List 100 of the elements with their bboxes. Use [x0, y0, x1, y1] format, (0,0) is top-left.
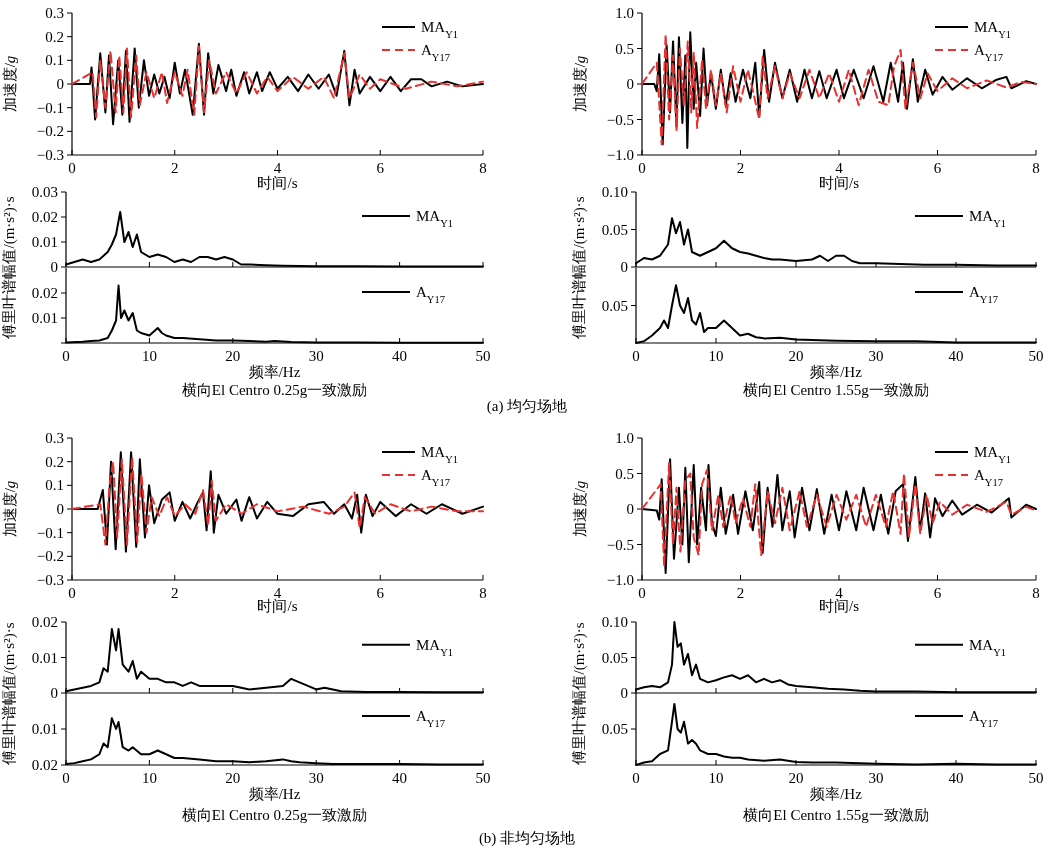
ytick: 0.02: [31, 285, 58, 301]
ytick: −0.1: [36, 524, 64, 541]
xtick: 30: [868, 770, 884, 786]
legend: A$_{Y17}$: [421, 467, 450, 488]
ylabel: 傅里叶谱幅值/(m·s²)·s: [1, 196, 17, 339]
ytick: 0.01: [31, 649, 58, 666]
legend: A$_{Y17}$: [416, 284, 445, 305]
xtick: 40: [392, 770, 408, 786]
annotation: 0.01: [31, 721, 58, 737]
ytick: 0.5: [615, 465, 634, 482]
xtick: 40: [948, 348, 964, 364]
xtick: 10: [141, 770, 157, 786]
xtick: 10: [141, 348, 157, 364]
ytick: −0.3: [36, 572, 64, 588]
xtick: 0: [632, 348, 640, 364]
xlabel: 时间/s: [819, 175, 859, 191]
ylabel: 加速度/g: [572, 55, 588, 113]
xtick: 8: [479, 585, 487, 601]
xtick: 4: [835, 160, 843, 176]
xtick: 30: [308, 348, 324, 364]
ytick: −0.1: [36, 99, 64, 116]
legend: A$_{Y17}$: [974, 467, 1003, 488]
legend: A$_{Y17}$: [974, 42, 1003, 63]
legend: MA$_{Y1}$: [974, 444, 1011, 465]
xtick: 20: [788, 348, 804, 364]
legend: MA$_{Y1}$: [969, 636, 1006, 658]
ytick: −1.0: [606, 147, 634, 163]
ytick: 0.02: [31, 209, 58, 225]
xtick: 50: [1028, 770, 1044, 786]
ytick: 1.0: [615, 5, 634, 21]
ytick: 0: [626, 76, 634, 92]
xtick: 0: [632, 770, 640, 786]
xlabel: 频率/Hz: [248, 786, 301, 802]
ytick: −0.5: [606, 536, 634, 553]
xtick: 6: [376, 160, 384, 176]
xtick: 6: [933, 585, 942, 601]
legend: MA$_{Y1}$: [421, 19, 458, 40]
ytick: −0.3: [36, 147, 64, 163]
xtick: 50: [1028, 348, 1044, 364]
ylabel: 加速度/g: [2, 55, 18, 113]
xtick: 10: [708, 348, 724, 364]
xtick: 20: [225, 770, 241, 786]
xtick: 30: [308, 770, 324, 786]
annotation: (a) 均匀场地: [486, 398, 568, 414]
ytick: 0: [50, 259, 58, 275]
xtick: 50: [475, 348, 491, 364]
xtick: 4: [273, 160, 282, 176]
xlabel: 频率/Hz: [810, 364, 862, 380]
ytick: 0.10: [601, 614, 628, 630]
xtick: 2: [736, 585, 745, 601]
xtick: 0: [62, 348, 70, 364]
xtick: 8: [1032, 585, 1040, 601]
xlabel: 时间/s: [819, 598, 859, 614]
xlabel: 时间/s: [257, 175, 298, 191]
ytick: 0.2: [45, 453, 64, 470]
legend: MA$_{Y1}$: [974, 19, 1011, 40]
ylabel: 加速度/g: [2, 480, 18, 538]
xtick: 20: [788, 770, 804, 786]
annotation: 横向El Centro 0.25g一致激励: [181, 807, 368, 823]
xtick: 0: [638, 585, 646, 601]
xtick: 0: [638, 160, 646, 176]
xlabel: 频率/Hz: [248, 364, 301, 380]
ylabel: 傅里叶谱幅值/(m·s²)·s: [1, 622, 17, 765]
ytick: 0.1: [45, 52, 64, 69]
ytick: 0.3: [45, 5, 64, 21]
ytick: −0.2: [36, 123, 64, 140]
ytick: 0.2: [45, 28, 64, 45]
ytick: 0.10: [601, 184, 628, 200]
xtick: 10: [708, 770, 724, 786]
annotation: 横向El Centro 1.55g一致激励: [743, 382, 929, 398]
ytick: −0.5: [606, 111, 634, 128]
ytick: 0.05: [601, 221, 628, 238]
xlabel: 频率/Hz: [810, 786, 862, 802]
annotation: 横向El Centro 1.55g一致激励: [743, 807, 929, 823]
legend: A$_{Y17}$: [969, 284, 998, 305]
xtick: 8: [1032, 160, 1040, 176]
xtick: 0: [68, 160, 76, 176]
ytick: 0.01: [31, 310, 58, 326]
legend: A$_{Y17}$: [969, 708, 998, 729]
annotation: (b) 非均匀场地: [478, 830, 576, 846]
legend: A$_{Y17}$: [416, 708, 445, 729]
ytick: 0.1: [45, 477, 64, 494]
legend: MA$_{Y1}$: [416, 636, 453, 658]
legend: MA$_{Y1}$: [969, 208, 1006, 229]
ytick: 0.03: [31, 184, 58, 200]
xtick: 6: [933, 160, 942, 176]
ytick: 0.02: [31, 614, 58, 630]
xtick: 30: [868, 348, 884, 364]
legend: MA$_{Y1}$: [421, 444, 458, 465]
ytick: 0.01: [31, 234, 58, 250]
xlabel: 时间/s: [257, 598, 298, 614]
ytick: 0: [620, 685, 628, 701]
xtick: 2: [171, 585, 179, 601]
ytick: 0: [620, 259, 628, 275]
ytick: 0: [56, 501, 64, 517]
ytick: 0: [626, 501, 634, 517]
ylabel: 加速度/g: [572, 480, 588, 538]
xtick: 20: [225, 348, 241, 364]
ytick: −0.2: [36, 548, 64, 565]
ytick: 0: [50, 685, 58, 701]
